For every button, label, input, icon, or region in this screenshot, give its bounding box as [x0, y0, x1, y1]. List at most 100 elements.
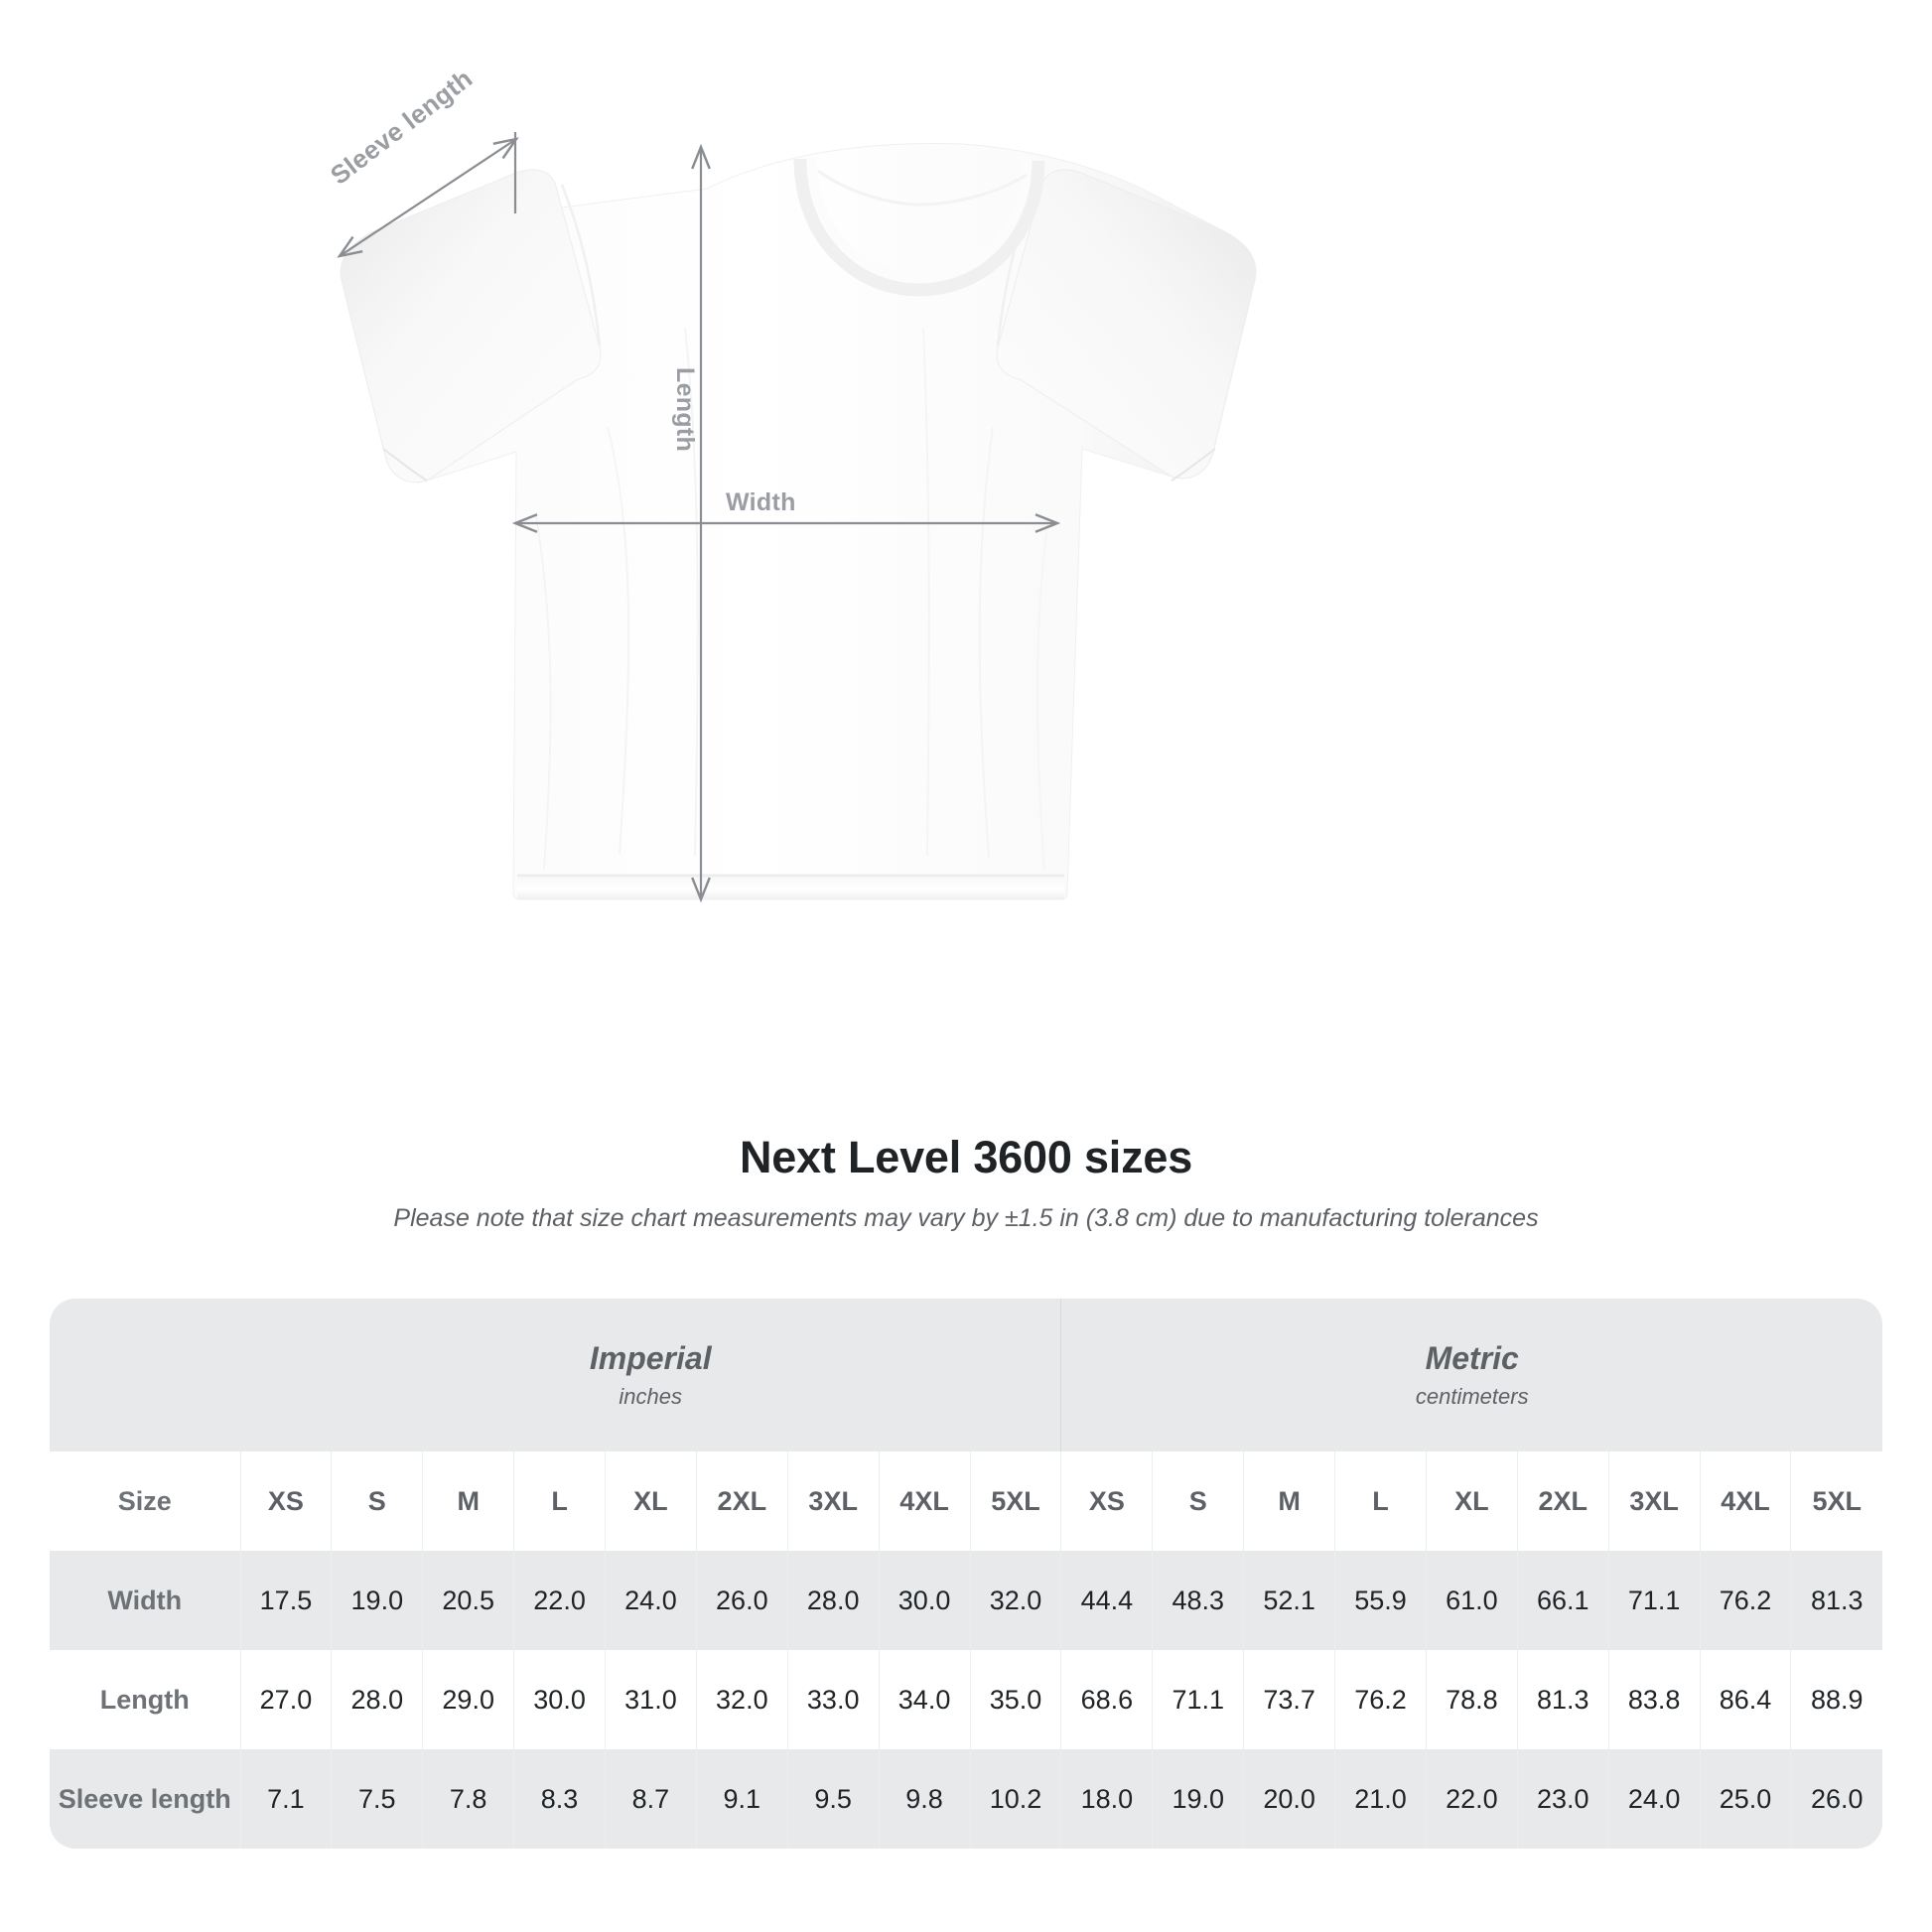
cell-imperial-xs: 27.0	[239, 1650, 332, 1749]
chart-subtitle: Please note that size chart measurements…	[393, 1204, 1539, 1232]
size-col-header-2xl: 2XL	[695, 1451, 788, 1551]
collar-back-band	[817, 169, 1028, 207]
cell-imperial-4xl: 30.0	[878, 1551, 970, 1650]
size-col-header-3xl: 3XL	[786, 1451, 880, 1551]
size-col-header-s: S	[1152, 1451, 1244, 1551]
cell-imperial-xs: 7.1	[239, 1749, 332, 1849]
cell-metric-s: 19.0	[1152, 1749, 1244, 1849]
size-col-header-4xl: 4XL	[878, 1451, 970, 1551]
unit-band-spacer	[50, 1299, 240, 1451]
sleeve-hem-right	[1171, 448, 1216, 482]
unit-group-metric: Metric centimeters	[1060, 1299, 1882, 1451]
bottom-hem	[517, 874, 1064, 899]
cell-imperial-4xl: 9.8	[878, 1749, 970, 1849]
row-label: Width	[50, 1551, 240, 1650]
collar-rib-outer	[793, 158, 1045, 297]
cell-imperial-l: 30.0	[513, 1650, 606, 1749]
cell-metric-2xl: 81.3	[1516, 1650, 1609, 1749]
cell-imperial-3xl: 28.0	[786, 1551, 880, 1650]
cell-imperial-2xl: 9.1	[695, 1749, 788, 1849]
size-col-header-xs: XS	[1060, 1451, 1153, 1551]
cell-imperial-5xl: 10.2	[969, 1749, 1061, 1849]
tshirt-illustration: Sleeve length Length Width	[325, 64, 1257, 903]
cell-metric-xs: 68.6	[1060, 1650, 1153, 1749]
size-col-header-m: M	[422, 1451, 514, 1551]
cell-metric-s: 48.3	[1152, 1551, 1244, 1650]
size-col-header-3xl: 3XL	[1607, 1451, 1701, 1551]
size-col-header-s: S	[331, 1451, 423, 1551]
width-label: Width	[726, 488, 796, 516]
cell-metric-s: 71.1	[1152, 1650, 1244, 1749]
cell-imperial-xl: 24.0	[605, 1551, 697, 1650]
size-corner-header: Size	[50, 1451, 240, 1551]
cell-metric-xs: 44.4	[1060, 1551, 1153, 1650]
table-row: Length 27.0 28.0 29.0 30.0 31.0 32.0 33.0 34.0 35…	[50, 1650, 1882, 1749]
cell-imperial-4xl: 34.0	[878, 1650, 970, 1749]
cell-imperial-xl: 8.7	[605, 1749, 697, 1849]
cell-imperial-s: 7.5	[331, 1749, 423, 1849]
cell-imperial-m: 7.8	[422, 1749, 514, 1849]
cell-metric-2xl: 23.0	[1516, 1749, 1609, 1849]
cell-metric-xs: 18.0	[1060, 1749, 1153, 1849]
unit-group-unit: centimeters	[1415, 1384, 1529, 1410]
size-col-header-l: L	[1334, 1451, 1427, 1551]
tshirt-body-shape	[340, 143, 1257, 900]
cell-imperial-s: 19.0	[331, 1551, 423, 1650]
unit-group-name: Metric	[1425, 1339, 1519, 1376]
size-table: Imperial inches Metric centimeters Size XS S M L…	[50, 1299, 1882, 1849]
cell-metric-3xl: 24.0	[1607, 1749, 1701, 1849]
measurement-guides	[337, 132, 1061, 903]
size-header-row: Size XS S M L XL 2XL 3XL 4XL 5XL XS S M L XL 2XL 3XL 4XL 5…	[50, 1451, 1882, 1551]
collar-rib-inner	[807, 156, 1032, 283]
cell-metric-2xl: 66.1	[1516, 1551, 1609, 1650]
cell-metric-l: 76.2	[1334, 1650, 1427, 1749]
shoulder-seam-left	[560, 184, 602, 346]
size-col-header-xl: XL	[605, 1451, 697, 1551]
cell-imperial-5xl: 35.0	[969, 1650, 1061, 1749]
size-col-header-4xl: 4XL	[1699, 1451, 1791, 1551]
cell-imperial-xl: 31.0	[605, 1650, 697, 1749]
cell-metric-m: 73.7	[1243, 1650, 1335, 1749]
cell-metric-m: 52.1	[1243, 1551, 1335, 1650]
cell-metric-xl: 61.0	[1425, 1551, 1518, 1650]
cell-imperial-5xl: 32.0	[969, 1551, 1061, 1650]
cell-imperial-3xl: 33.0	[786, 1650, 880, 1749]
size-col-header-m: M	[1243, 1451, 1335, 1551]
size-col-header-5xl: 5XL	[969, 1451, 1061, 1551]
cell-imperial-s: 28.0	[331, 1650, 423, 1749]
row-label: Sleeve length	[50, 1749, 240, 1849]
size-table-body: Imperial inches Metric centimeters Size XS S M L…	[50, 1299, 1882, 1849]
cell-imperial-2xl: 26.0	[695, 1551, 788, 1650]
cell-metric-l: 55.9	[1334, 1551, 1427, 1650]
unit-group-unit: inches	[619, 1384, 683, 1410]
unit-group-imperial: Imperial inches	[240, 1299, 1061, 1451]
chart-title: Next Level 3600 sizes	[739, 1132, 1193, 1182]
size-table-container: Imperial inches Metric centimeters Size XS S M L…	[50, 1299, 1882, 1849]
cell-metric-5xl: 81.3	[1790, 1551, 1882, 1650]
size-col-header-2xl: 2XL	[1516, 1451, 1609, 1551]
length-label: Length	[671, 367, 699, 453]
cell-imperial-3xl: 9.5	[786, 1749, 880, 1849]
size-col-header-xl: XL	[1425, 1451, 1518, 1551]
cell-metric-xl: 22.0	[1425, 1749, 1518, 1849]
sleeve-hem-left	[382, 448, 428, 482]
tshirt-svg	[337, 132, 1257, 903]
table-row: Sleeve length 7.1 7.5 7.8 8.3 8.7 9.1 9.5 9.8 10.…	[50, 1749, 1882, 1849]
cell-metric-4xl: 25.0	[1699, 1749, 1791, 1849]
cell-metric-4xl: 76.2	[1699, 1551, 1791, 1650]
cell-imperial-m: 20.5	[422, 1551, 514, 1650]
unit-band-row: Imperial inches Metric centimeters	[50, 1299, 1882, 1451]
cell-metric-5xl: 26.0	[1790, 1749, 1882, 1849]
cell-metric-m: 20.0	[1243, 1749, 1335, 1849]
cell-imperial-l: 8.3	[513, 1749, 606, 1849]
sleeve-length-arrow	[337, 137, 519, 258]
cell-metric-xl: 78.8	[1425, 1650, 1518, 1749]
cell-metric-4xl: 86.4	[1699, 1650, 1791, 1749]
cell-imperial-xs: 17.5	[239, 1551, 332, 1650]
size-col-header-l: L	[513, 1451, 606, 1551]
cell-metric-3xl: 71.1	[1607, 1551, 1701, 1650]
row-label: Length	[50, 1650, 240, 1749]
cell-metric-5xl: 88.9	[1790, 1650, 1882, 1749]
cell-imperial-l: 22.0	[513, 1551, 606, 1650]
